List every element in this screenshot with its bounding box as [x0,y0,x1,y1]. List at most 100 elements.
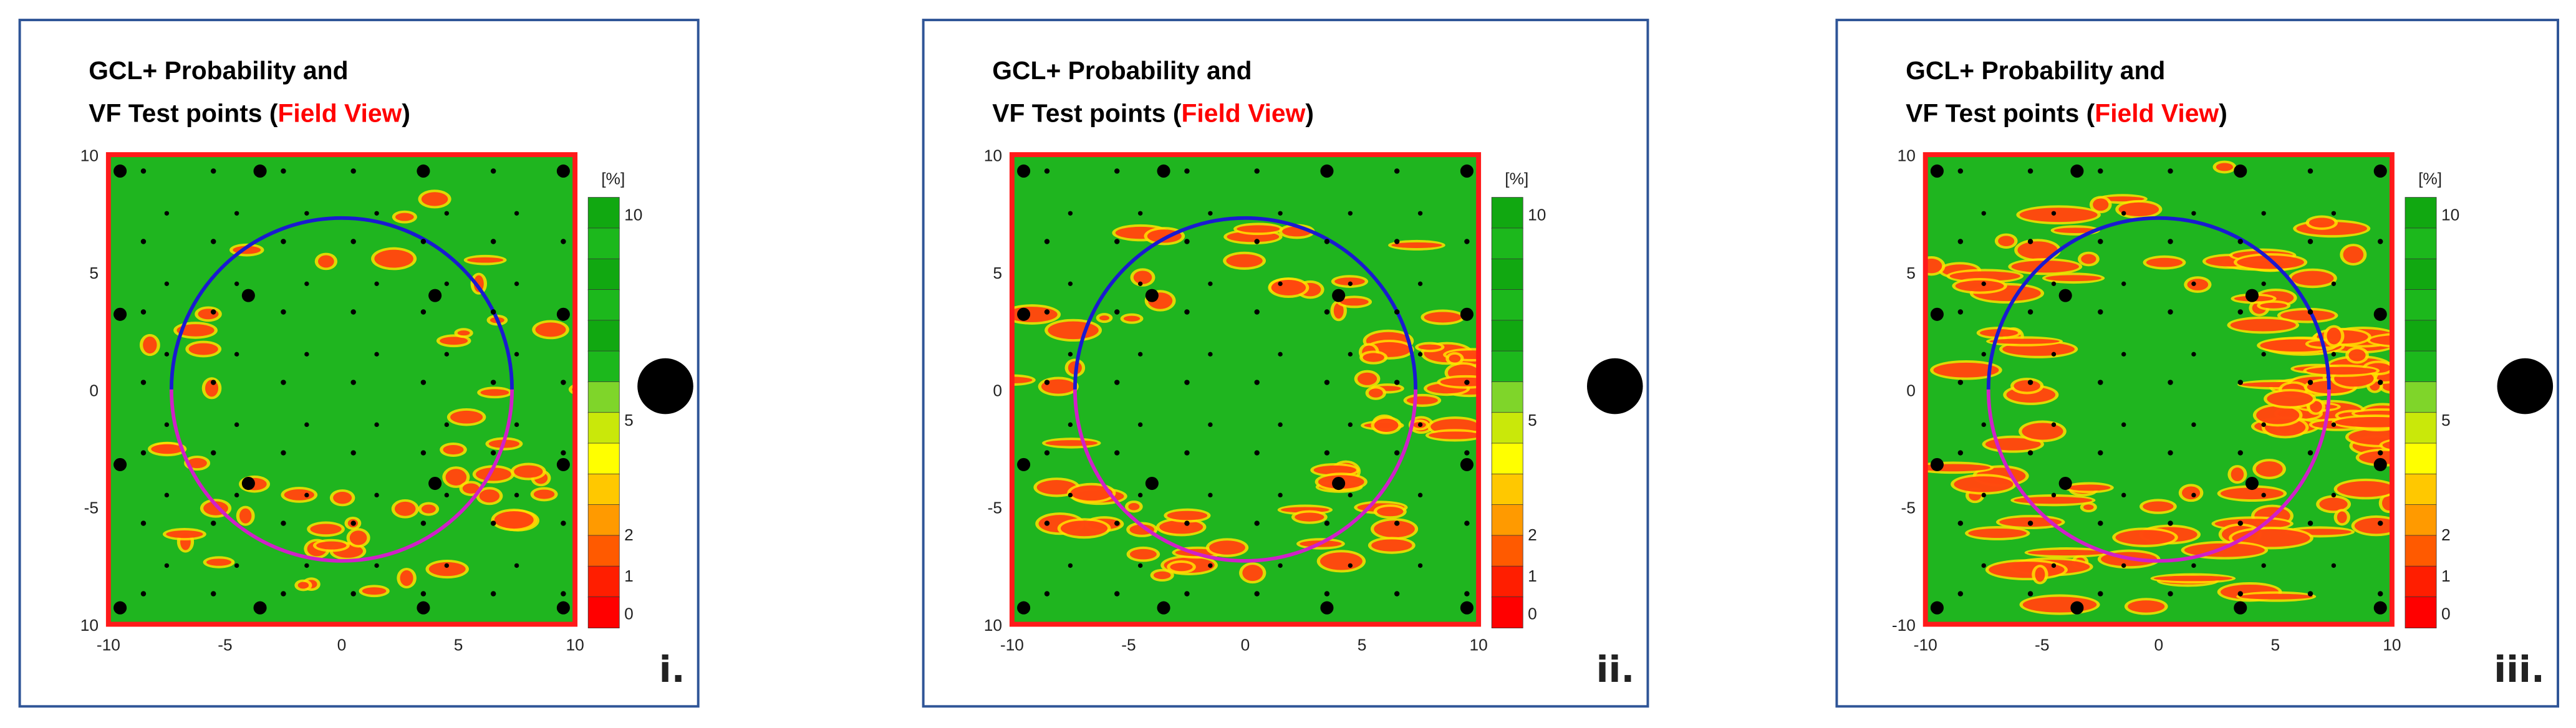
test-point [2261,281,2266,286]
test-point [374,563,379,568]
test-point [1068,422,1073,428]
test-point [2027,309,2033,315]
colorbar-segment [587,504,620,537]
test-point [1114,168,1120,174]
test-point [1208,563,1213,568]
colorbar-label: 5 [1528,411,1537,429]
title-line: GCL+ Probability and [89,56,348,85]
test-point [140,239,147,244]
blob [1271,279,1306,295]
test-point [420,239,427,244]
blob [1406,396,1438,405]
test-point [444,352,450,357]
blob [284,489,314,501]
blob [2011,261,2079,273]
test-point [2027,520,2033,526]
test-point [2098,168,2103,174]
test-point [2098,591,2103,596]
circle-top [1073,216,1417,390]
blob [2014,380,2040,392]
test-point [514,352,519,357]
colorbar-label: 1 [2441,567,2451,585]
test-point-large [253,601,267,615]
blob [1449,354,1461,363]
colorbar-segment [2405,228,2437,260]
blob [476,467,511,481]
colorbar-segment [2405,197,2437,229]
colorbar-segment [587,320,620,352]
test-point [490,380,496,385]
title-line: VF Test points (Field View) [992,98,1314,127]
test-point-large [1930,307,1944,321]
test-point [211,168,216,174]
test-point [490,168,496,174]
test-point [2121,563,2126,568]
blob [1128,503,1140,510]
x-tick-label: 0 [2154,636,2163,654]
x-tick-label: 0 [1241,636,1250,654]
test-point [2261,563,2266,568]
test-point [1278,422,1283,428]
blob [318,255,334,268]
x-tick-label: 5 [2271,636,2280,654]
test-point [2168,309,2173,315]
test-point [234,492,239,498]
plot-border [1009,152,1482,627]
colorbar-segment [1491,197,1523,229]
x-tick-label: 5 [454,636,463,654]
colorbar-segment [1491,350,1523,383]
blob [188,343,218,355]
blob [2022,423,2063,440]
blob [2337,511,2347,524]
panel-label: iii. [2494,648,2545,691]
test-point-large [2070,164,2084,178]
test-point [490,309,496,315]
test-point [1464,591,1470,596]
blob [2143,501,2174,512]
test-point [490,450,496,456]
test-point-large [2373,601,2387,615]
blob [1968,528,2027,538]
colorbar-label: 0 [2441,605,2451,623]
blob [450,410,483,424]
blob [1099,315,1110,321]
blob [1036,480,1077,495]
blob [176,324,215,337]
test-point-large [1460,307,1474,321]
test-point [514,281,519,286]
blob [2348,429,2392,445]
blob [1167,510,1208,520]
blob [2220,487,2284,500]
test-point [281,380,286,385]
test-point [281,520,286,526]
y-tick-label: 0 [89,381,99,400]
colorbar-segment [2405,258,2437,290]
circle-top [169,216,514,390]
test-point [350,168,356,174]
y-tick-label: -10 [1892,616,1916,635]
blob [2343,246,2364,264]
plot-border [1922,152,2395,627]
test-point [420,380,427,385]
y-tick-label: 10 [80,146,99,165]
blob [2017,241,2058,259]
test-point [211,380,216,385]
test-point [140,309,147,315]
test-point [2307,380,2313,385]
test-point-large [2234,601,2247,615]
test-point [561,450,566,456]
test-point [1394,309,1400,315]
plot-border [105,152,578,627]
test-point [1981,422,1986,428]
test-point [304,492,309,498]
blob [2231,467,2244,482]
test-point-large [2373,307,2387,321]
test-point [2237,520,2243,526]
title-text: ) [2219,98,2227,127]
test-point [140,450,147,456]
blob [1418,344,1442,350]
blob [349,530,367,545]
test-point [2331,422,2337,428]
test-point [2051,422,2057,428]
test-point [1957,380,1964,385]
